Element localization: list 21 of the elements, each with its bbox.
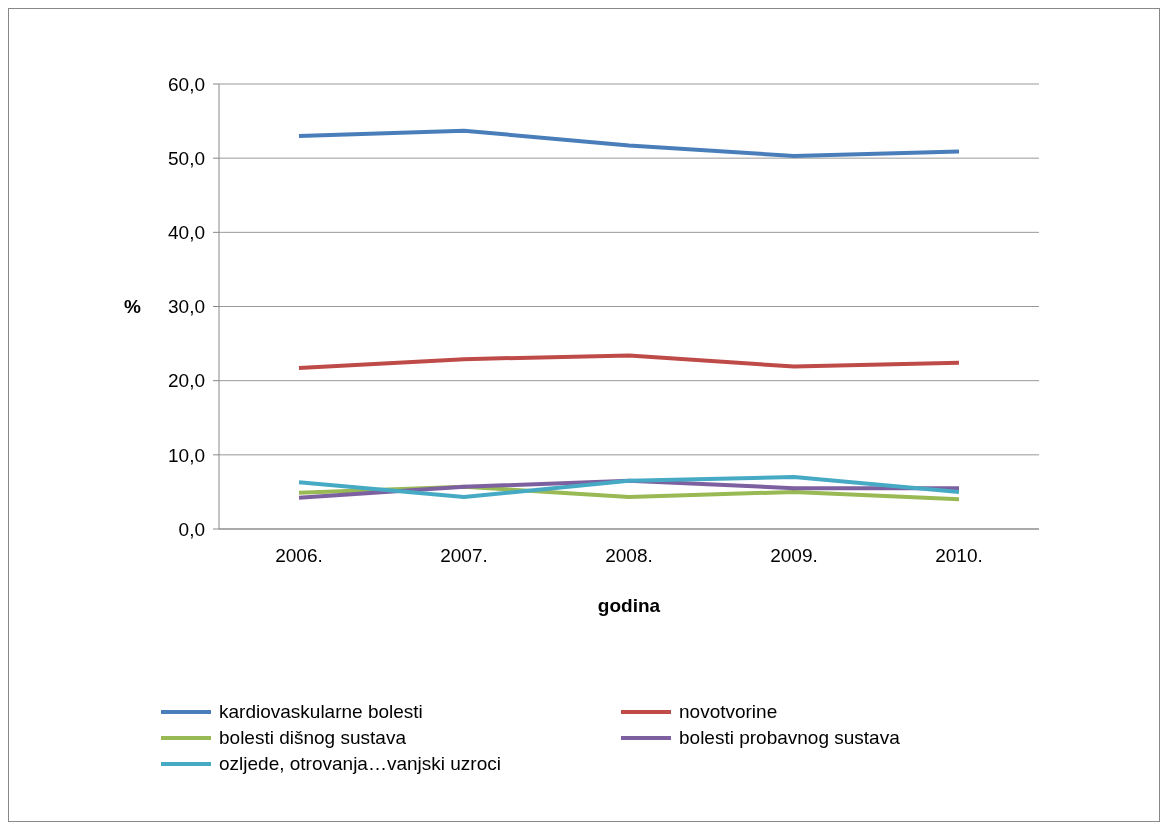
legend-label: bolesti dišnog sustava bbox=[219, 727, 406, 749]
line-series bbox=[297, 128, 961, 158]
y-axis-title: % bbox=[124, 296, 141, 318]
y-tick-label: 40,0 bbox=[168, 222, 205, 244]
x-tick-label: 2010. bbox=[935, 545, 983, 567]
legend-label: novotvorine bbox=[679, 701, 778, 723]
y-tick-label: 0,0 bbox=[178, 518, 205, 540]
y-tick-label: 10,0 bbox=[168, 444, 205, 466]
y-tick-label: 30,0 bbox=[168, 296, 205, 318]
x-tick-label: 2008. bbox=[605, 545, 653, 567]
legend-label: ozljede, otrovanja…vanjski uzroci bbox=[219, 753, 501, 775]
y-tick-label: 50,0 bbox=[168, 147, 205, 169]
x-tick-label: 2007. bbox=[440, 545, 488, 567]
x-axis-title: godina bbox=[597, 595, 661, 617]
legend-label: bolesti probavnog sustava bbox=[679, 727, 900, 749]
x-tick-label: 2006. bbox=[275, 545, 323, 567]
x-tick-label: 2009. bbox=[770, 545, 818, 567]
y-tick-label: 60,0 bbox=[168, 73, 205, 95]
y-tick-label: 20,0 bbox=[168, 370, 205, 392]
line-series bbox=[297, 353, 961, 371]
legend-label: kardiovaskularne bolesti bbox=[219, 701, 423, 723]
